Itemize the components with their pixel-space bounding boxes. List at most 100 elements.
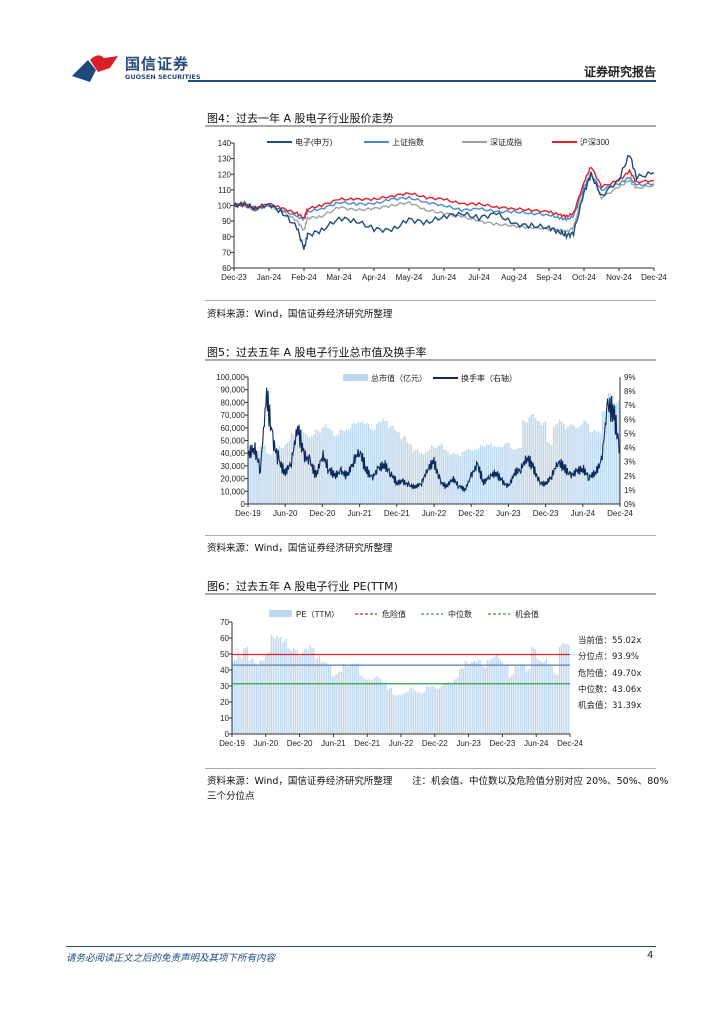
market-cap-bar [518, 447, 520, 504]
market-cap-bar [465, 450, 467, 504]
x-tick-label: Dec-20 [310, 509, 336, 518]
market-cap-bar [315, 429, 317, 504]
series-line-3 [233, 166, 655, 219]
chart-stock-price: 60 70 80 90 100 110 120 130 140 Dec-23 Jan-24 Feb-2… [218, 137, 668, 282]
market-cap-bar [445, 450, 447, 504]
market-cap-bar [408, 443, 411, 504]
pe-bar [305, 648, 308, 734]
market-cap-bar [264, 445, 266, 504]
x-tick-label: Feb-24 [291, 273, 317, 282]
y-tick-label: 60 [220, 634, 229, 643]
x-tick-label: Dec-19 [235, 509, 261, 518]
market-cap-bar [367, 423, 370, 504]
market-cap-bar [575, 428, 577, 504]
pe-bar [348, 665, 350, 734]
market-cap-bar [435, 448, 437, 504]
y-tick-label: 80,000 [221, 398, 246, 407]
legend-label: 深证成指 [490, 137, 522, 147]
pe-bar [422, 692, 424, 734]
pe-bar [416, 691, 418, 734]
figure-6-title: 图6：过去五年 A 股电子行业 PE(TTM) [207, 580, 398, 593]
pe-bar [270, 635, 273, 734]
pe-bar [401, 694, 404, 734]
market-cap-bar [500, 447, 502, 504]
footer-disclaimer[interactable]: 请务必阅读正文之后的免责声明及其项下所有内容 [66, 953, 276, 964]
x-tick-label: Dec-24 [641, 273, 667, 282]
pe-bar [241, 658, 243, 734]
market-cap-bar [266, 452, 268, 504]
market-cap-bar [587, 423, 589, 504]
market-cap-bar [457, 454, 459, 504]
y-tick-label: 50 [220, 650, 229, 659]
market-cap-bar [372, 430, 374, 504]
market-cap-bar [607, 393, 610, 504]
market-cap-bar [304, 433, 307, 504]
figure-5-source: 资料来源：Wind，国信证券经济研究所整理 [207, 543, 393, 554]
market-cap-bar [252, 449, 254, 504]
pe-bar [346, 667, 348, 734]
market-cap-bar [298, 430, 301, 504]
market-cap-bar [443, 449, 445, 504]
x-tick-label: Dec-23 [490, 739, 516, 748]
market-cap-bar [394, 429, 396, 504]
market-cap-bar [581, 423, 583, 504]
pe-bar [514, 664, 516, 734]
market-cap-bar [396, 431, 398, 504]
market-cap-bar [552, 426, 555, 504]
pe-bar [289, 648, 291, 734]
pe-bar [313, 648, 315, 734]
pe-bar [233, 660, 236, 734]
y-tick-label: 100,000 [216, 373, 245, 382]
y-tick-label: 20 [220, 698, 229, 707]
pe-bar [440, 686, 442, 734]
market-cap-bar [609, 393, 612, 504]
market-cap-bar [321, 427, 323, 504]
y-tick-label: 10,000 [221, 487, 246, 496]
market-cap-bar [520, 447, 522, 504]
pe-bar [520, 664, 522, 734]
pe-bar [564, 644, 566, 734]
pe-bar [366, 679, 369, 734]
pe-bar [547, 665, 550, 734]
x-tick-label: Nov-24 [606, 273, 632, 282]
x-tick-label: Dec-23 [221, 273, 247, 282]
figure-5-title: 图5：过去五年 A 股电子行业总市值及换手率 [207, 346, 427, 359]
market-cap-bar [473, 449, 476, 504]
market-cap-bar [556, 423, 559, 504]
pe-bar [335, 674, 337, 734]
pe-bar [427, 686, 430, 734]
pe-bar [292, 647, 295, 734]
guosen-logo-icon [72, 55, 118, 82]
y-tick-label: 80 [222, 233, 231, 242]
market-cap-bar [292, 434, 295, 504]
pe-bar [300, 654, 302, 734]
pe-bar [413, 689, 415, 734]
market-cap-bar [290, 432, 293, 504]
y-tick-label: 0 [241, 500, 246, 509]
market-cap-bar [605, 408, 608, 504]
pe-bar [392, 694, 394, 734]
pe-bar [316, 658, 319, 734]
pe-bar [353, 665, 356, 734]
market-cap-bar [593, 429, 596, 504]
pe-bar [376, 676, 378, 734]
pe-bar [481, 664, 483, 734]
market-cap-bar [477, 448, 480, 504]
pe-bar [400, 695, 402, 734]
pe-bar [518, 667, 520, 734]
pe-bar [372, 678, 374, 734]
pe-bar [368, 678, 370, 734]
market-cap-bar [294, 435, 297, 504]
pe-bar [414, 690, 417, 734]
market-cap-bar [355, 424, 358, 504]
market-cap-bar [585, 421, 587, 504]
pe-bar [558, 647, 561, 734]
market-cap-bar [300, 428, 303, 504]
y-tick-label: 70,000 [221, 411, 246, 420]
market-cap-bar [516, 449, 518, 504]
y-tick-label: 90 [222, 217, 231, 226]
x-tick-label: Sep-24 [536, 273, 562, 282]
market-cap-bar [428, 449, 431, 504]
market-cap-bar [514, 449, 516, 504]
pe-bar [433, 686, 435, 734]
